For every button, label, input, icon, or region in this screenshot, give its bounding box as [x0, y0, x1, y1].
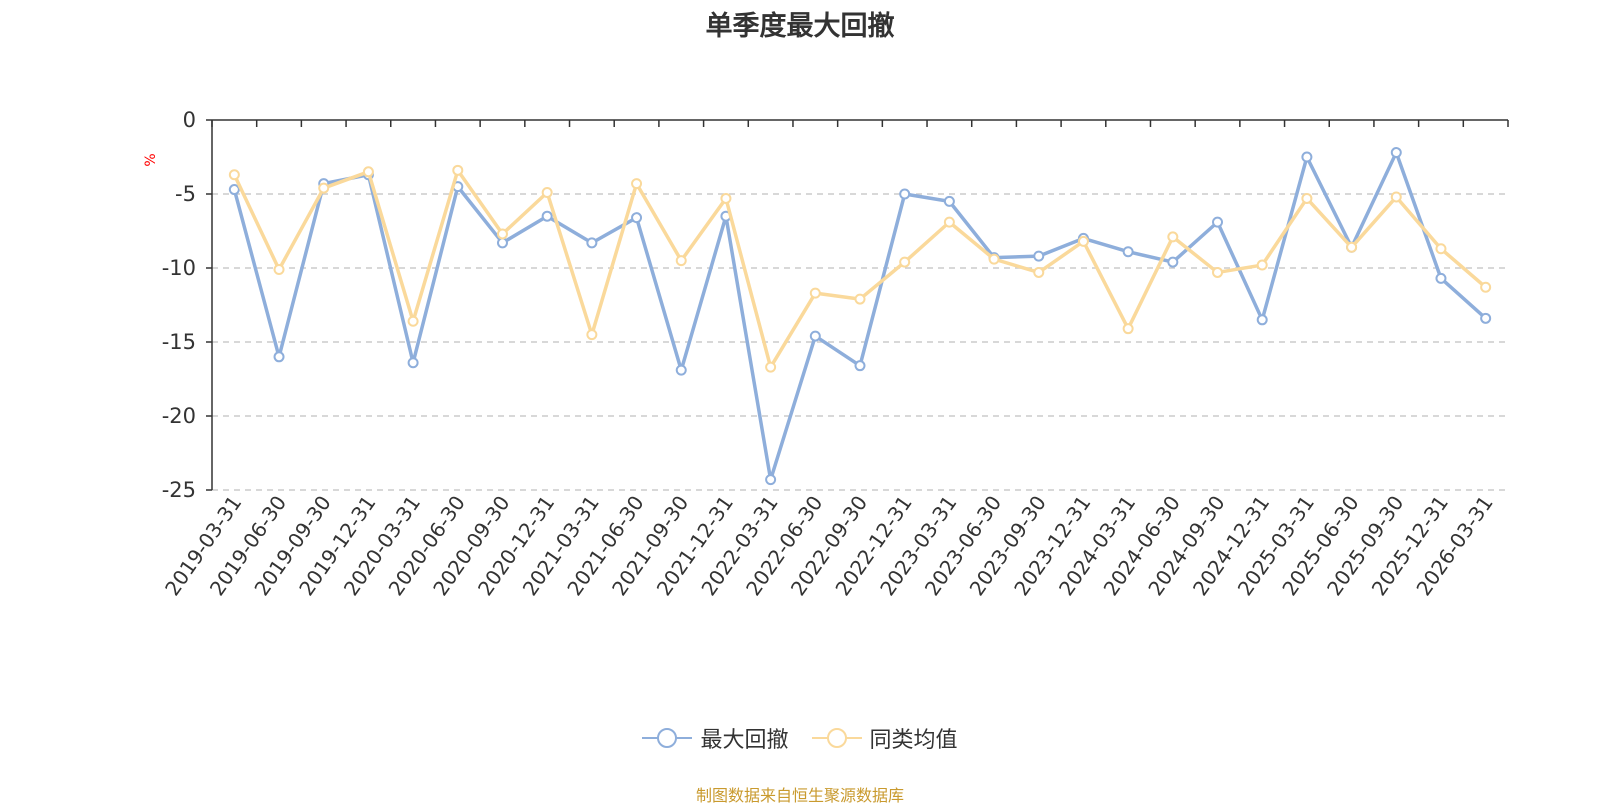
data-point	[631, 178, 643, 190]
data-point	[1301, 151, 1313, 163]
axes: 0-5-10-15-20-252019-03-312019-06-302019-…	[160, 108, 1509, 600]
data-point	[273, 351, 285, 363]
grid-lines	[212, 193, 1508, 491]
data-point	[1167, 256, 1179, 268]
legend-line-blue-icon	[642, 728, 693, 748]
series-peer-average	[228, 164, 1492, 373]
data-point	[1346, 241, 1358, 253]
legend: 最大回撤 同类均值	[0, 722, 1600, 756]
legend-item-peer-average[interactable]: 同类均值	[811, 722, 958, 754]
data-point	[675, 364, 687, 376]
data-point	[809, 287, 821, 299]
data-point	[1122, 323, 1134, 335]
legend-label: 同类均值	[869, 728, 958, 753]
data-point	[541, 187, 553, 199]
data-point	[988, 253, 1000, 265]
data-point	[228, 169, 240, 181]
data-point	[899, 256, 911, 268]
data-point	[1480, 312, 1492, 324]
data-point	[586, 237, 598, 249]
legend-line-yellow-icon	[811, 728, 862, 748]
series	[228, 147, 1492, 486]
data-point	[943, 195, 955, 207]
y-tick-label: -20	[162, 404, 196, 428]
data-point	[1390, 147, 1402, 159]
legend-item-max-drawdown[interactable]: 最大回撤	[642, 722, 789, 754]
data-point	[1033, 250, 1045, 262]
series-line	[232, 150, 1487, 482]
y-tick-label: -25	[162, 478, 196, 502]
data-point	[854, 293, 866, 305]
data-point	[407, 357, 419, 369]
y-axis-unit-label: %	[143, 153, 159, 166]
chart-title: 单季度最大回撤	[705, 11, 895, 42]
data-point	[541, 210, 553, 222]
data-point	[809, 330, 821, 342]
data-point	[362, 166, 374, 178]
legend-label: 最大回撤	[700, 728, 789, 753]
data-point	[675, 255, 687, 267]
data-point	[1256, 259, 1268, 271]
data-point	[1033, 266, 1045, 278]
y-tick-label: -15	[162, 330, 196, 354]
data-point	[1390, 191, 1402, 203]
source-note: 制图数据来自恒生聚源数据库	[695, 786, 904, 805]
data-point	[943, 216, 955, 228]
data-point	[899, 188, 911, 200]
data-point	[1212, 266, 1224, 278]
y-tick-label: -5	[175, 182, 196, 206]
data-point	[318, 182, 330, 194]
series-max-drawdown	[228, 147, 1492, 486]
data-point	[765, 361, 777, 373]
data-point	[586, 329, 598, 341]
data-point	[765, 474, 777, 486]
data-point	[1167, 231, 1179, 243]
data-point	[496, 228, 508, 240]
data-point	[1077, 235, 1089, 247]
data-point	[496, 237, 508, 249]
data-point	[1212, 216, 1224, 228]
data-point	[228, 184, 240, 196]
data-point	[407, 315, 419, 327]
data-point	[854, 360, 866, 372]
y-tick-label: -10	[162, 256, 196, 280]
data-point	[1435, 272, 1447, 284]
data-point	[1256, 314, 1268, 326]
data-point	[1480, 281, 1492, 293]
data-point	[1301, 192, 1313, 204]
data-point	[452, 164, 464, 176]
data-point	[273, 263, 285, 275]
data-point	[1435, 243, 1447, 255]
data-point	[1122, 246, 1134, 258]
data-point	[720, 192, 732, 204]
data-point	[631, 212, 643, 224]
y-tick-label: 0	[183, 108, 196, 132]
